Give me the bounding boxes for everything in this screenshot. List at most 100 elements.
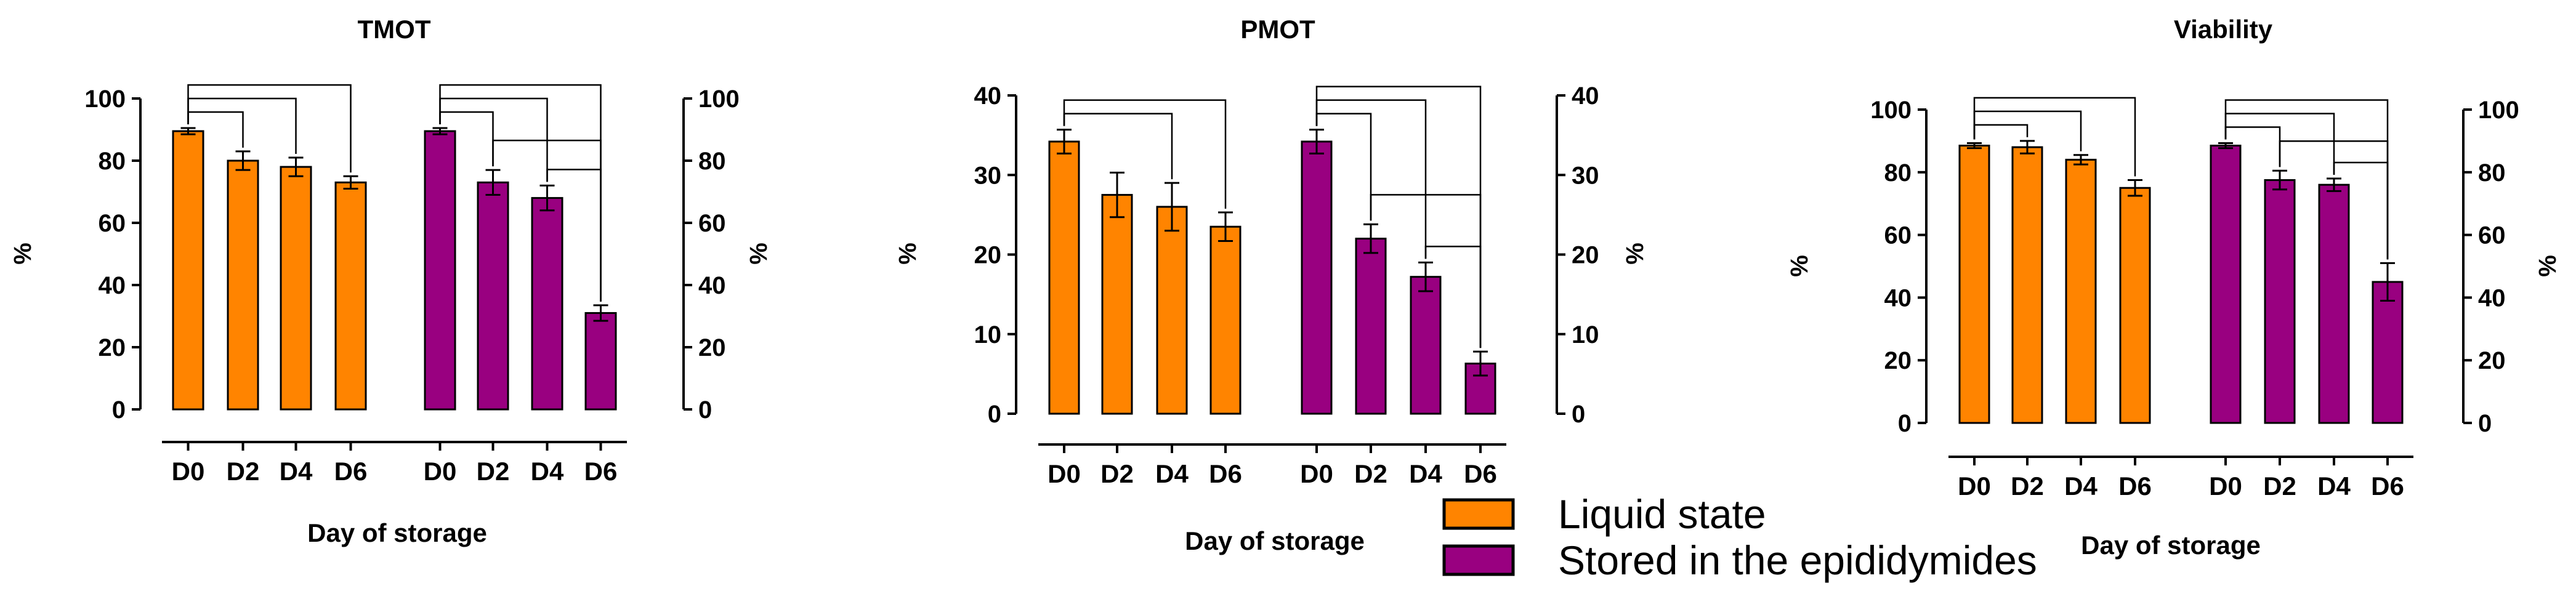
- bar-liquid-state-d2: [2011, 146, 2043, 424]
- legend-label-liquid: Liquid state: [1558, 491, 1766, 537]
- chart-panel-viability: Viability 0 0 20 20 40 40 60 60 80 80 100 100% % D0 D2 D…: [1786, 15, 2561, 560]
- significance-bracket: [1063, 113, 1173, 180]
- y-tick-label-left: 0: [1898, 410, 1912, 437]
- y-tick-label-left: 80: [1884, 159, 1912, 187]
- bar-stored-in-the-epididymides-d4: [531, 197, 563, 411]
- x-tick-label: D0: [1958, 472, 1991, 501]
- y-tick-label-right: 30: [1572, 162, 1599, 189]
- y-tick-label-left: 20: [974, 242, 1002, 269]
- significance-bracket: [546, 169, 602, 302]
- x-tick-label: D6: [2371, 472, 2404, 501]
- bar-liquid-state-d0: [1048, 140, 1080, 415]
- y-axis-label-left: %: [894, 243, 921, 265]
- x-tick-label: D6: [584, 457, 618, 486]
- y-tick-label-left: 20: [99, 334, 126, 361]
- bar-liquid-state-d4: [280, 166, 312, 411]
- x-tick-label: D4: [531, 457, 564, 486]
- y-tick-label-left: 80: [99, 148, 126, 175]
- y-tick-label-left: 100: [84, 86, 126, 113]
- y-tick-label-right: 40: [2478, 284, 2506, 312]
- y-axis-label-right: %: [745, 243, 772, 265]
- y-axis-label-right: %: [2534, 255, 2561, 277]
- chart-title: TMOT: [358, 15, 431, 44]
- x-axis-label: Day of storage: [307, 518, 487, 547]
- bar-stored-in-the-epididymides-d0: [2210, 145, 2242, 424]
- significance-bracket: [1973, 124, 2029, 140]
- legend-label-epididymides: Stored in the epididymides: [1558, 537, 2037, 583]
- chart-panel-pmot: PMOT 0 0 10 10 20 20 30 30 40 40% % D0 D2 D4 D6 D0 D2 D4 D6…: [894, 15, 1649, 555]
- bar-stored-in-the-epididymides-d4: [2318, 183, 2350, 424]
- y-tick-label-left: 100: [1870, 97, 1912, 124]
- chart-title: Viability: [2174, 15, 2273, 44]
- x-tick-label: D2: [227, 457, 260, 486]
- bar-liquid-state-d2: [227, 159, 259, 411]
- x-tick-label: D2: [477, 457, 510, 486]
- x-tick-label: D2: [2263, 472, 2296, 501]
- y-tick-label-left: 40: [974, 82, 1002, 110]
- significance-bracket: [187, 97, 297, 154]
- bar-liquid-state-d4: [2065, 158, 2097, 424]
- y-tick-label-right: 20: [1572, 242, 1599, 269]
- x-tick-label: D4: [280, 457, 313, 486]
- bar-stored-in-the-epididymides-d2: [2264, 179, 2296, 424]
- y-tick-label-left: 60: [99, 210, 126, 237]
- chart-panel-tmot: TMOT 0 0 20 20 40 40 60 60 80 80 100 100% % D0 D2 D4 D6 D0…: [9, 15, 772, 547]
- x-tick-label: D2: [1354, 459, 1387, 488]
- significance-bracket: [1063, 99, 1227, 209]
- legend-swatch-epididymides: [1442, 544, 1515, 576]
- y-tick-label-right: 100: [2478, 97, 2519, 124]
- y-tick-label-left: 20: [1884, 347, 1912, 374]
- bar-stored-in-the-epididymides-d0: [424, 130, 456, 411]
- bar-liquid-state-d0: [1958, 145, 1990, 424]
- significance-bracket: [1973, 97, 2136, 177]
- y-tick-label-left: 30: [974, 162, 1002, 189]
- bar-liquid-state-d4: [1156, 206, 1188, 415]
- y-tick-label-left: 40: [99, 272, 126, 299]
- significance-bracket: [187, 84, 352, 173]
- y-tick-label-right: 40: [698, 272, 726, 299]
- significance-bracket: [2333, 161, 2389, 260]
- y-tick-label-left: 60: [1884, 222, 1912, 249]
- y-tick-label-right: 100: [698, 86, 740, 113]
- y-tick-label-right: 10: [1572, 321, 1599, 348]
- x-axis-label: Day of storage: [2081, 531, 2261, 560]
- bar-stored-in-the-epididymides-d4: [1410, 276, 1442, 415]
- x-tick-label: D0: [1048, 459, 1081, 488]
- bar-stored-in-the-epididymides-d0: [1301, 140, 1333, 415]
- y-tick-label-right: 20: [2478, 347, 2506, 374]
- bar-liquid-state-d0: [172, 130, 204, 411]
- y-tick-label-right: 40: [1572, 82, 1599, 110]
- significance-bracket: [1315, 86, 1482, 348]
- chart-title: PMOT: [1240, 15, 1315, 44]
- x-tick-label: D4: [2317, 472, 2351, 501]
- x-tick-label: D4: [1155, 459, 1189, 488]
- x-tick-label: D6: [1464, 459, 1497, 488]
- y-tick-label-left: 40: [1884, 284, 1912, 312]
- y-axis-label-left: %: [9, 243, 36, 265]
- legend-swatch-liquid: [1442, 498, 1515, 530]
- x-tick-label: D0: [424, 457, 457, 486]
- y-tick-label-left: 0: [988, 401, 1001, 428]
- x-tick-label: D4: [1409, 459, 1442, 488]
- significance-bracket: [439, 84, 602, 302]
- significance-bracket: [2224, 99, 2389, 260]
- y-tick-label-left: 10: [974, 321, 1002, 348]
- bar-stored-in-the-epididymides-d6: [2372, 281, 2404, 424]
- y-axis-label-right: %: [1621, 243, 1649, 265]
- y-tick-label-right: 60: [2478, 222, 2506, 249]
- bar-stored-in-the-epididymides-d2: [477, 181, 509, 411]
- bar-liquid-state-d6: [334, 181, 367, 411]
- x-tick-label: D4: [2064, 472, 2098, 501]
- bar-liquid-state-d6: [2119, 187, 2151, 424]
- x-tick-label: D6: [1209, 459, 1242, 488]
- x-tick-label: D0: [2209, 472, 2242, 501]
- y-tick-label-right: 0: [698, 396, 712, 424]
- y-tick-label-right: 0: [1572, 401, 1585, 428]
- x-axis-label: Day of storage: [1185, 526, 1365, 555]
- y-tick-label-right: 80: [2478, 159, 2506, 187]
- y-axis-label-left: %: [1786, 255, 1813, 277]
- x-tick-label: D2: [1100, 459, 1134, 488]
- x-tick-label: D6: [334, 457, 368, 486]
